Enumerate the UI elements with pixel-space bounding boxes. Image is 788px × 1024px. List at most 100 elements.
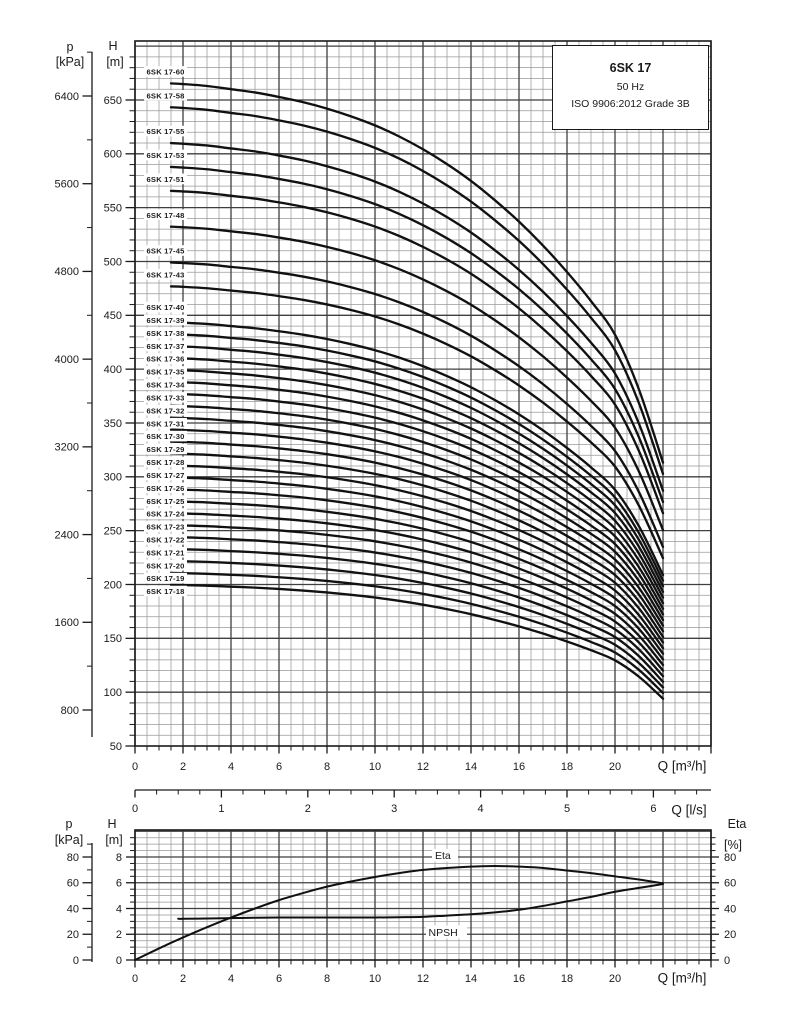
bottom-q-tick-label: 16	[513, 973, 525, 985]
curve-6sk-17-25	[169, 500, 665, 661]
npsh-curve	[177, 883, 664, 920]
main-q-ls-tick-label: 4	[478, 803, 484, 815]
bottom-q-tick-label: 10	[369, 973, 381, 985]
main-q-tick-label: 4	[228, 761, 234, 773]
main-p-tick-label: 800	[61, 705, 79, 717]
eta-axis: 0 20 40 60 80	[711, 837, 736, 967]
curve-label-6sk-17-29: 6SK 17-29	[147, 445, 185, 454]
curve-label-6sk-17-27: 6SK 17-27	[147, 471, 185, 480]
bottom-q-axis: 0 2 4 6 8 10 12 14 16 18 20	[132, 960, 712, 985]
pump-model: 6SK 17	[609, 61, 652, 75]
curve-6sk-17-22	[169, 535, 665, 678]
main-h-tick-label: 450	[104, 310, 122, 322]
curve-6sk-17-28	[169, 464, 665, 644]
main-p-tick-label: 6400	[55, 91, 79, 103]
bottom-h-axis-title: H	[107, 817, 117, 831]
curve-label-6sk-17-51: 6SK 17-51	[147, 175, 186, 184]
curve-6sk-17-19	[169, 571, 665, 695]
main-q-tick-label: 20	[609, 761, 621, 773]
main-h-axis-unit: [m]	[106, 55, 124, 69]
curve-label-6sk-17-23: 6SK 17-23	[147, 523, 185, 532]
main-h-axis-title: H	[108, 39, 118, 53]
pump-test-standard: ISO 9906:2012 Grade 3B	[571, 98, 690, 110]
bottom-q-tick-label: 18	[561, 973, 573, 985]
curve-label-6sk-17-40: 6SK 17-40	[147, 303, 185, 312]
curve-6sk-17-51	[169, 189, 665, 515]
main-chart: 5010015020025030035040045050055060065080…	[55, 40, 712, 815]
bottom-p-tick-label: 0	[73, 955, 79, 967]
main-grid	[134, 40, 712, 747]
bottom-p-tick-label: 80	[67, 852, 79, 864]
main-p-tick-label: 5600	[55, 179, 79, 191]
bottom-p-axis: 0 20 40 60 80	[67, 843, 93, 967]
curve-labels: 6SK 17-60 6SK 17-58 6SK 17-55 6SK 17-53 6SK …	[144, 66, 187, 597]
bottom-grid	[134, 829, 712, 961]
main-q-ls-tick-label: 5	[564, 803, 570, 815]
curve-6sk-17-55	[169, 141, 665, 492]
main-h-tick-label: 350	[104, 418, 122, 430]
main-h-tick-label: 200	[104, 579, 122, 591]
curve-6sk-17-39	[169, 332, 665, 582]
bottom-h-tick-label: 8	[116, 852, 122, 864]
bottom-q-tick-label: 8	[324, 973, 330, 985]
curve-label-6sk-17-45: 6SK 17-45	[147, 247, 186, 256]
curve-6sk-17-23	[169, 524, 665, 672]
main-q-tick-label: 6	[276, 761, 282, 773]
bottom-h-tick-label: 4	[116, 903, 122, 915]
rating-box: 6SK 17 50 Hz ISO 9906:2012 Grade 3B	[552, 45, 709, 130]
bottom-h-tick-label: 2	[116, 929, 122, 941]
main-q-tick-label: 2	[180, 761, 186, 773]
curve-label-6sk-17-31: 6SK 17-31	[147, 419, 186, 428]
curve-label-6sk-17-32: 6SK 17-32	[147, 406, 185, 415]
main-q-axis: 0 2 4 6 8 10 12 14 16 18 20	[132, 746, 712, 773]
curve-6sk-17-48	[169, 225, 665, 532]
main-h-tick-label: 650	[104, 95, 122, 107]
bottom-q-tick-label: 14	[465, 973, 477, 985]
bottom-q-axis-title: Q [m³/h]	[657, 970, 707, 986]
curve-6sk-17-32	[169, 416, 665, 622]
eta-label: Eta	[435, 850, 451, 862]
main-h-tick-label: 100	[104, 687, 122, 699]
curve-label-6sk-17-55: 6SK 17-55	[147, 127, 186, 136]
bottom-h-axis: 0 2 4 6 8	[116, 837, 135, 967]
curve-6sk-17-43	[169, 285, 665, 560]
main-q-ls-tick-label: 3	[391, 803, 397, 815]
eta-tick-label: 0	[724, 955, 730, 967]
curve-label-6sk-17-48: 6SK 17-48	[147, 211, 185, 220]
curve-label-6sk-17-39: 6SK 17-39	[147, 316, 185, 325]
curve-6sk-17-31	[169, 428, 665, 627]
main-q-ls-tick-label: 6	[650, 803, 656, 815]
main-q-tick-label: 8	[324, 761, 330, 773]
curve-6sk-17-36	[169, 368, 665, 599]
curve-6sk-17-45	[169, 261, 665, 549]
main-q-ls-axis-title: Q [l/s]	[671, 802, 707, 818]
curve-6sk-17-29	[169, 452, 665, 639]
main-h-tick-label: 250	[104, 525, 122, 537]
main-h-tick-label: 150	[104, 633, 122, 645]
curve-label-6sk-17-25: 6SK 17-25	[147, 497, 186, 506]
curve-label-6sk-17-53: 6SK 17-53	[147, 151, 185, 160]
eta-tick-label: 40	[724, 903, 736, 915]
curve-label-6sk-17-30: 6SK 17-30	[147, 432, 185, 441]
bottom-q-tick-label: 2	[180, 973, 186, 985]
curve-6sk-17-37	[169, 356, 665, 594]
curve-label-6sk-17-60: 6SK 17-60	[147, 67, 185, 76]
main-q-ls-axis: 0 1 2 3 4 5 6	[132, 789, 711, 815]
main-p-tick-label: 2400	[55, 529, 79, 541]
main-h-tick-label: 400	[104, 364, 122, 376]
main-q-ls-tick-label: 2	[305, 803, 311, 815]
bottom-p-tick-label: 60	[67, 878, 79, 890]
bottom-q-tick-label: 20	[609, 973, 621, 985]
curve-6sk-17-18	[169, 583, 665, 700]
curve-6sk-17-20	[169, 559, 665, 689]
main-h-tick-label: 600	[104, 149, 122, 161]
pump-curves	[169, 82, 665, 700]
curve-6sk-17-35	[169, 380, 665, 605]
bottom-h-tick-label: 0	[116, 955, 122, 967]
eta-axis-unit: [%]	[723, 838, 743, 852]
main-p-tick-label: 1600	[55, 617, 79, 629]
main-h-tick-label: 50	[110, 741, 122, 753]
main-h-tick-label: 500	[104, 256, 122, 268]
eta-axis-title: Eta	[727, 817, 747, 831]
